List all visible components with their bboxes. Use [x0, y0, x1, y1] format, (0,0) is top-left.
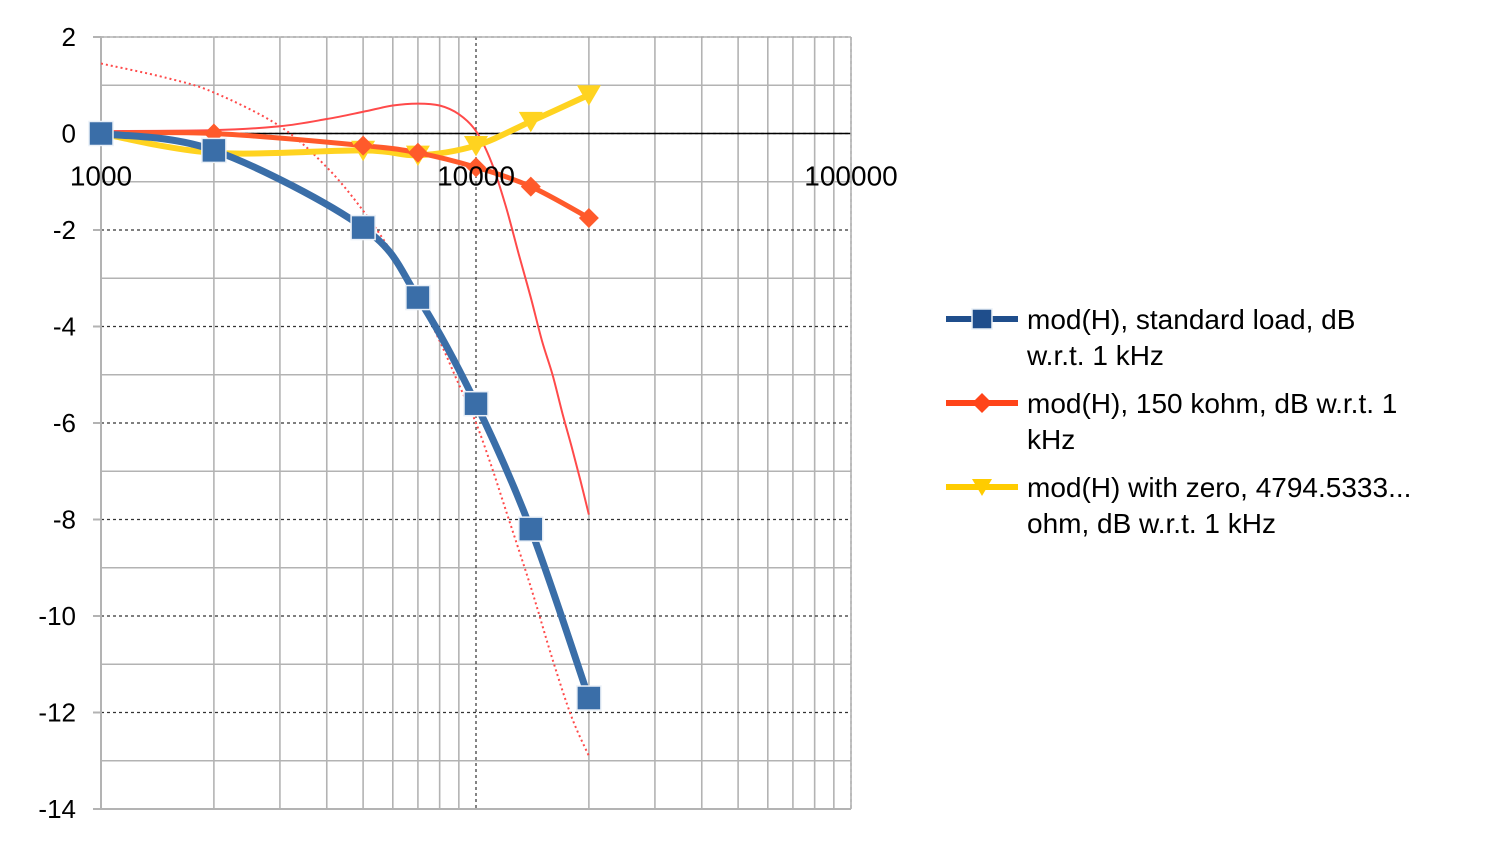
y-tick-label: 0: [62, 119, 76, 149]
data-point-series-1: [463, 390, 489, 417]
y-tick-label: 2: [62, 22, 76, 52]
y-tick-label: -6: [53, 408, 76, 438]
legend-label: w.r.t. 1 kHz: [1026, 340, 1164, 371]
data-point-series-1: [405, 284, 431, 311]
y-tick-label: -8: [53, 505, 76, 535]
y-tick-label: -2: [53, 215, 76, 245]
data-point-series-1-shape: [88, 120, 114, 147]
y-tick-label: -14: [38, 794, 76, 824]
y-tick-label: -10: [38, 601, 76, 631]
data-point-series-2: [466, 157, 486, 178]
x-tick-label: 100000: [804, 161, 897, 192]
legend-marker: [972, 393, 992, 413]
reference-curve-dotted-thin: [100, 62, 590, 757]
y-tick-label: -12: [38, 698, 76, 728]
legend-label: mod(H), standard load, dB: [1027, 304, 1355, 335]
legend-label: kHz: [1027, 424, 1075, 455]
axes: [93, 36, 852, 810]
legend-marker: [972, 479, 992, 496]
data-point-series-3: [576, 85, 601, 106]
data-point-series-1-shape: [350, 214, 376, 241]
x-tick-labels: 1000 10000 100000: [70, 161, 898, 192]
y-tick-label: -4: [53, 312, 76, 342]
legend-marker: [971, 308, 993, 330]
data-point-series-1: [576, 685, 602, 711]
data-point-series-3: [518, 111, 543, 133]
data-point-series-3: [464, 135, 488, 157]
series-line-1: [97, 130, 593, 702]
reference-curve-solid-thin: [100, 102, 590, 515]
data-point-series-1-shape: [576, 685, 602, 711]
data-point-series-1-shape: [201, 137, 227, 164]
data-point-series-1: [201, 137, 227, 164]
legend-entry-3: mod(H) with zero, 4794.5333... ohm, dB w.…: [946, 472, 1411, 539]
data-point-series-1-shape: [518, 516, 544, 542]
data-point-series-1-shape: [405, 284, 431, 311]
data-point-series-1: [88, 120, 114, 147]
x-tick-label: 10000: [437, 161, 515, 192]
reference-curves: [100, 62, 590, 757]
data-point-series-1: [518, 516, 544, 542]
data-point-series-2: [520, 176, 541, 197]
data-point-series-2: [353, 135, 374, 156]
legend-marker-shape: [971, 308, 993, 330]
data-point-series-2: [578, 207, 599, 228]
data-point-series-1-shape: [463, 390, 489, 417]
data-point-series-2: [407, 142, 428, 163]
x-tick-label: 1000: [70, 161, 132, 192]
legend-entry-1: mod(H), standard load, dB w.r.t. 1 kHz: [946, 304, 1355, 371]
series-markers: [88, 85, 602, 711]
legend-label: ohm, dB w.r.t. 1 kHz: [1027, 508, 1276, 539]
series-lines: [97, 91, 593, 702]
legend: mod(H), standard load, dBw.r.t. 1 kHzmod…: [946, 304, 1411, 539]
y-tick-labels: 2 0 -2 -4 -6 -8 -10 -12 -14: [38, 22, 76, 824]
data-point-series-1: [350, 214, 376, 241]
legend-label: mod(H), 150 kohm, dB w.r.t. 1: [1027, 388, 1397, 419]
legend-label: mod(H) with zero, 4794.5333...: [1027, 472, 1411, 503]
legend-entry-2: mod(H), 150 kohm, dB w.r.t. 1 kHz: [946, 388, 1397, 455]
